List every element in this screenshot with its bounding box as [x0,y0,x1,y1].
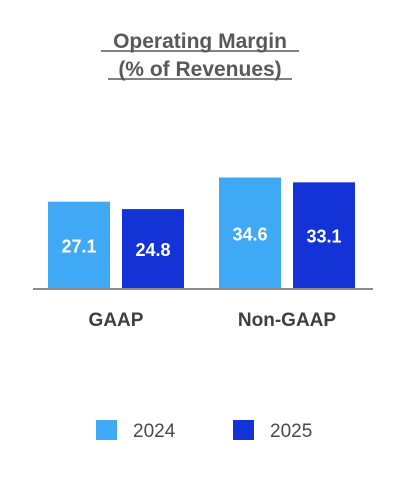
data-label-non-gaap-2025: 33.1 [306,227,341,247]
category-label-non-gaap: Non-GAAP [238,310,336,331]
bar-gaap-2024 [48,201,110,289]
bar-labels-group: 27.1 24.8 34.6 33.1 [61,224,341,260]
data-label-gaap-2025: 24.8 [135,240,170,260]
chart-title: Operating Margin [113,30,287,53]
data-label-gaap-2024: 27.1 [61,236,96,256]
category-label-gaap: GAAP [89,310,144,331]
chart-subtitle: (% of Revenues) [118,58,281,81]
bar-non-gaap-2024 [219,177,281,289]
legend-swatch-2025 [233,420,254,440]
legend-swatch-2024 [96,420,117,440]
bar-non-gaap-2025 [293,182,355,289]
bar-gaap-2025 [122,209,184,289]
bars-group [48,177,355,289]
legend-label-2025: 2025 [270,421,312,442]
category-labels-group: GAAP Non-GAAP [89,310,337,331]
legend: 2024 2025 [96,420,312,442]
data-label-non-gaap-2024: 34.6 [232,224,267,244]
legend-label-2024: 2024 [133,421,176,442]
